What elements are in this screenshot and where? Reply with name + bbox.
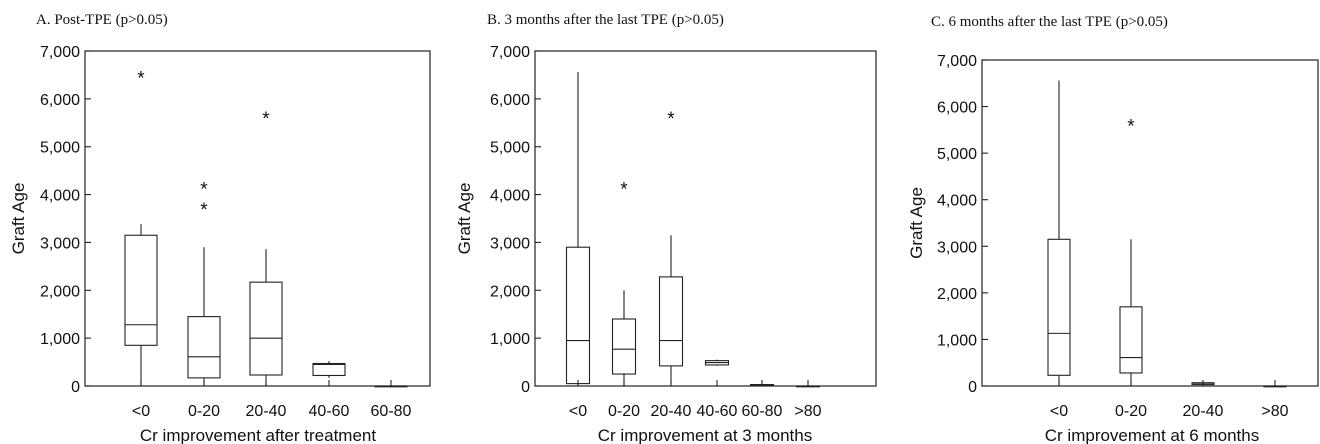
- box-<0: [1047, 80, 1071, 386]
- outlier-marker: *: [200, 180, 208, 201]
- box-<0: [565, 72, 591, 386]
- box-iqr: [658, 276, 684, 367]
- y-tick-label: 7,000: [40, 44, 80, 61]
- x-tick-label: >80: [794, 403, 821, 420]
- plot-frame: [84, 50, 431, 387]
- y-tick-label: 1,000: [937, 332, 977, 349]
- x-tick-label: <0: [132, 403, 150, 420]
- chart-panel-a: A. Post-TPE (p>0.05) 0 1,000 2,000 3,000 4,00…: [9, 12, 431, 444]
- box-0-20: [611, 290, 637, 386]
- x-tick-label: 60-80: [742, 403, 783, 420]
- y-axis-label: Graft Age: [907, 187, 926, 259]
- y-tick-label: 1,000: [490, 331, 530, 348]
- x-tick-label: 20-40: [1183, 403, 1224, 420]
- box-iqr: [1119, 306, 1143, 374]
- x-tick-label: 60-80: [371, 403, 412, 420]
- box->80: [1263, 385, 1287, 388]
- outlier-marker: *: [200, 200, 208, 221]
- y-axis-label: Graft Age: [455, 183, 474, 255]
- box-20-40: [658, 235, 684, 384]
- box-<0: [124, 224, 158, 386]
- y-tick-label: 7,000: [490, 44, 530, 61]
- y-tick-label: 5,000: [40, 140, 80, 157]
- x-tick-label: 20-40: [651, 403, 692, 420]
- y-tick-label: 2,000: [937, 286, 977, 303]
- y-tick-label: 3,000: [490, 235, 530, 252]
- y-tick-label: 6,000: [40, 92, 80, 109]
- y-tick-label: 0: [71, 379, 80, 396]
- box-0-20: [187, 247, 221, 386]
- x-tick-label: 0-20: [1115, 403, 1147, 420]
- box-60-80: [749, 384, 775, 387]
- box->80: [795, 385, 821, 388]
- y-tick-label: 4,000: [490, 188, 530, 205]
- y-tick-label: 4,000: [40, 188, 80, 205]
- outlier-marker: *: [262, 109, 270, 130]
- y-axis-label: Graft Age: [9, 183, 28, 255]
- x-tick-label: >80: [1261, 403, 1288, 420]
- y-tick-label: 6,000: [937, 100, 977, 117]
- x-axis-label: Cr improvement at 3 months: [598, 426, 812, 444]
- y-tick-label: 7,000: [937, 53, 977, 70]
- chart-panel-b: B. 3 months after the last TPE (p>0.05) 0…: [455, 12, 877, 444]
- y-tick-label: 4,000: [937, 193, 977, 210]
- outlier-marker: *: [1127, 117, 1135, 138]
- outlier-marker: *: [137, 69, 145, 90]
- chart-title: B. 3 months after the last TPE (p>0.05): [487, 12, 724, 28]
- box-iqr: [611, 318, 637, 375]
- y-tick-label: 0: [968, 379, 977, 396]
- y-tick-label: 5,000: [937, 146, 977, 163]
- y-tick-label: 2,000: [40, 283, 80, 300]
- x-tick-label: 40-60: [309, 403, 350, 420]
- outlier-marker: *: [620, 180, 628, 201]
- box-iqr: [1047, 238, 1071, 376]
- box-20-40: [1191, 381, 1215, 386]
- y-tick-label: 3,000: [40, 235, 80, 252]
- y-tick-label: 5,000: [490, 140, 530, 157]
- x-tick-label: 20-40: [246, 403, 287, 420]
- chart-panel-c: C. 6 months after the last TPE (p>0.05) 0…: [907, 14, 1319, 444]
- chart-title: A. Post-TPE (p>0.05): [36, 12, 168, 28]
- box-40-60: [704, 359, 730, 366]
- outlier-marker: *: [667, 109, 675, 130]
- x-axis-label: Cr improvement at 6 months: [1045, 426, 1259, 444]
- x-tick-label: <0: [1050, 403, 1068, 420]
- box-iqr: [249, 281, 283, 376]
- box-0-20: [1119, 239, 1143, 386]
- y-tick-label: 0: [521, 379, 530, 396]
- box-60-80: [374, 385, 408, 388]
- plot-frame: [534, 50, 877, 387]
- y-tick-label: 6,000: [490, 92, 530, 109]
- box-iqr: [565, 246, 591, 385]
- x-tick-label: 0-20: [608, 403, 640, 420]
- box-20-40: [249, 249, 283, 386]
- chart-title: C. 6 months after the last TPE (p>0.05): [931, 14, 1168, 30]
- x-tick-label: 0-20: [188, 403, 220, 420]
- box-iqr: [312, 362, 346, 377]
- box-40-60: [312, 361, 346, 378]
- y-tick-label: 3,000: [937, 239, 977, 256]
- x-tick-label: <0: [569, 403, 587, 420]
- y-tick-label: 1,000: [40, 331, 80, 348]
- y-tick-label: 2,000: [490, 283, 530, 300]
- x-tick-label: 40-60: [697, 403, 738, 420]
- box-iqr: [124, 234, 158, 346]
- plot-frame: [981, 59, 1319, 387]
- box-iqr: [187, 316, 221, 379]
- x-axis-label: Cr improvement after treatment: [140, 426, 376, 444]
